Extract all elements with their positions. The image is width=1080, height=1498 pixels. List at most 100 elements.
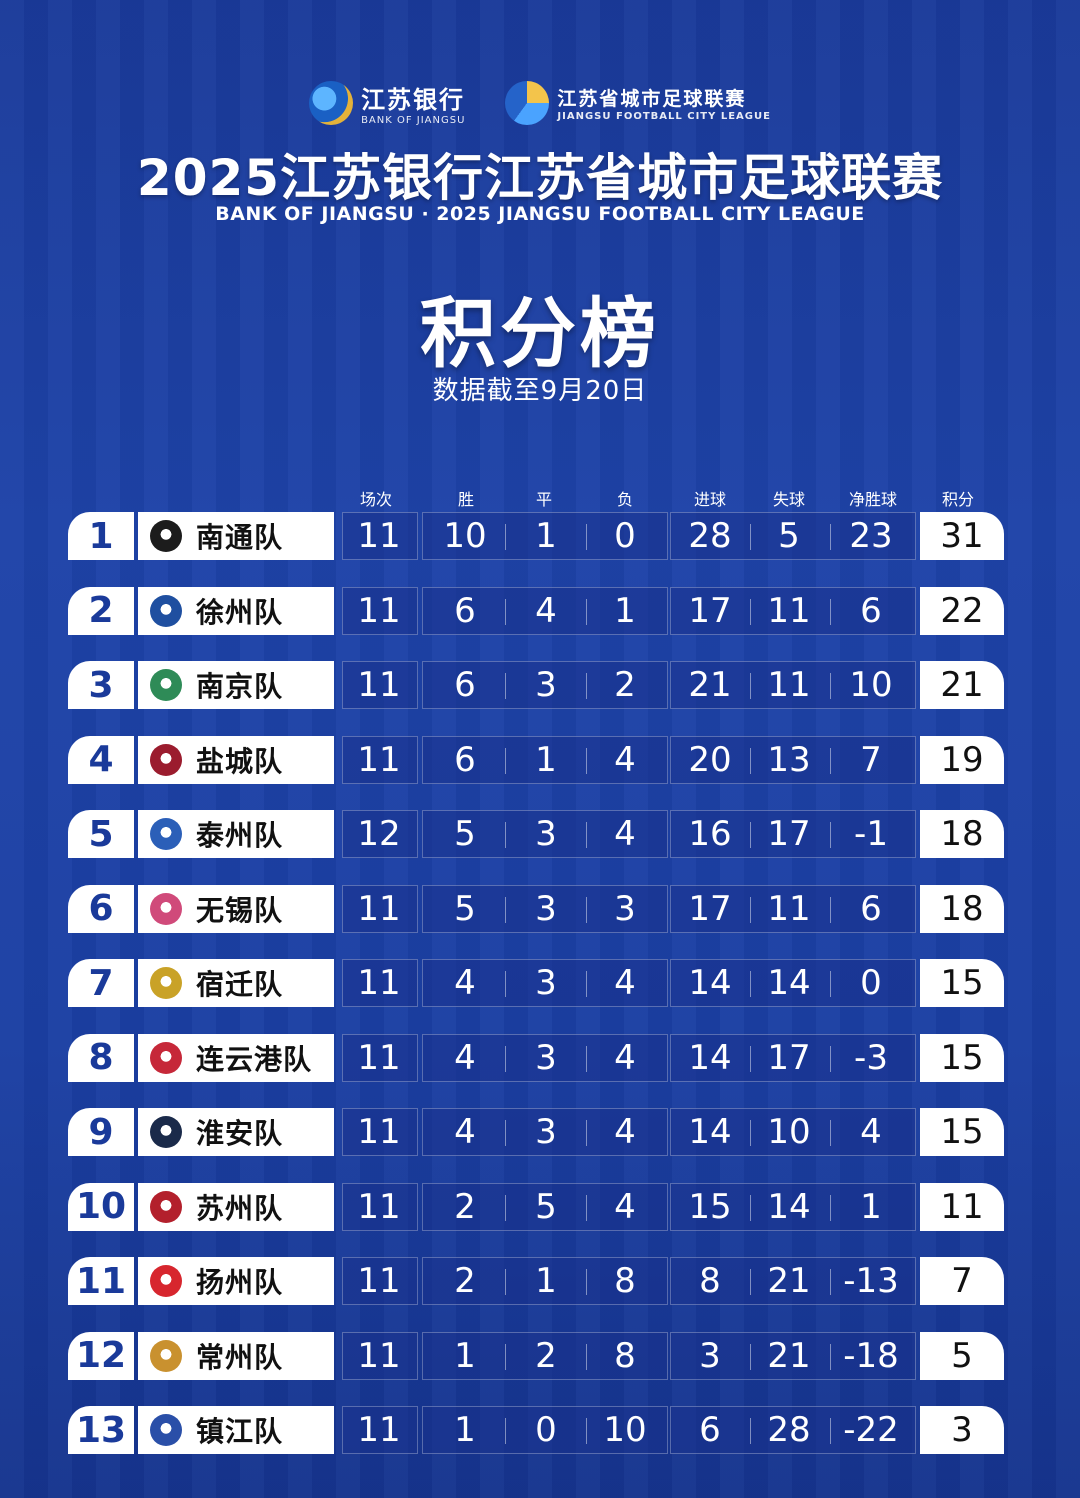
cell-divider [830, 1269, 831, 1295]
played-cell: 11 [357, 963, 401, 1003]
cell-divider [830, 971, 831, 997]
table-row: 13 镇江队 11 1 0 10 6 28 -22 3 [0, 1406, 1080, 1454]
cell-divider [505, 1418, 506, 1444]
cell-divider [750, 1120, 751, 1146]
table-row: 9 淮安队 11 4 3 4 14 10 4 15 [0, 1108, 1080, 1156]
points-cell: 21 [920, 661, 1004, 709]
goal-difference-cell: -3 [854, 1037, 888, 1078]
team-badge-icon [150, 1116, 182, 1148]
stats-box [670, 1331, 916, 1380]
stats-box [670, 1108, 916, 1156]
lost-cell: 4 [614, 1112, 636, 1152]
goals-for-cell: 17 [688, 888, 732, 929]
drawn-cell: 3 [535, 665, 557, 705]
played-cell: 12 [357, 814, 401, 854]
team-name: 淮安队 [196, 1117, 284, 1150]
points-cell: 15 [920, 1108, 1004, 1156]
won-cell: 4 [454, 1037, 476, 1078]
points-cell: 7 [920, 1257, 1004, 1305]
lost-cell: 2 [614, 665, 636, 705]
played-cell: 11 [357, 739, 401, 780]
cell-divider [505, 1194, 506, 1221]
team-badge-icon [150, 892, 182, 925]
cell-divider [830, 1045, 831, 1072]
stats-box [670, 1033, 916, 1082]
team-name: 苏州队 [196, 1191, 284, 1225]
goal-difference-cell: -18 [843, 1335, 899, 1376]
cell-divider [586, 1045, 587, 1072]
league-name-en: JIANGSU FOOTBALL CITY LEAGUE [557, 111, 771, 122]
points-cell: 15 [920, 959, 1004, 1007]
cell-divider [586, 598, 587, 625]
rank-cell: 6 [68, 884, 134, 933]
cell-divider [830, 747, 831, 774]
cell-divider [830, 524, 831, 550]
column-header-lost: 负 [616, 490, 633, 509]
cell-divider [830, 1343, 831, 1370]
rank-cell: 3 [68, 661, 134, 709]
drawn-cell: 4 [535, 590, 557, 631]
won-cell: 1 [454, 1410, 476, 1450]
stats-box [670, 1182, 916, 1231]
column-header-won: 胜 [457, 490, 474, 509]
goals-for-cell: 14 [688, 1037, 732, 1078]
stats-box [342, 586, 418, 635]
page-subtitle: BANK OF JIANGSU · 2025 JIANGSU FOOTBALL … [215, 203, 865, 225]
goals-for-cell: 8 [699, 1261, 721, 1301]
goal-difference-cell: 4 [860, 1112, 882, 1152]
goals-against-cell: 14 [767, 1186, 811, 1227]
drawn-cell: 3 [535, 814, 557, 854]
cell-divider [586, 1269, 587, 1295]
points-cell: 11 [920, 1182, 1004, 1231]
cell-divider [750, 822, 751, 848]
drawn-cell: 0 [535, 1410, 557, 1450]
goal-difference-cell: -13 [843, 1261, 899, 1301]
stats-box [670, 661, 916, 709]
table-row: 12 常州队 11 1 2 8 3 21 -18 5 [0, 1331, 1080, 1380]
played-cell: 11 [357, 1186, 401, 1227]
team-cell: 泰州队 [138, 810, 334, 858]
goals-against-cell: 10 [767, 1112, 811, 1152]
stats-box [670, 959, 916, 1007]
table-row: 5 泰州队 12 5 3 4 16 17 -1 18 [0, 810, 1080, 858]
stats-box [342, 884, 418, 933]
goals-for-cell: 28 [688, 516, 732, 556]
lost-cell: 10 [603, 1410, 647, 1450]
column-header-played: 场次 [359, 490, 392, 509]
stats-box [422, 1033, 668, 1082]
stats-box [342, 1033, 418, 1082]
stats-box [422, 661, 668, 709]
points-cell: 15 [920, 1033, 1004, 1082]
stats-box [342, 512, 418, 560]
goals-against-cell: 21 [767, 1335, 811, 1376]
team-badge-icon [150, 594, 182, 627]
stats-box [342, 1182, 418, 1231]
cell-divider [505, 1120, 506, 1146]
team-cell: 无锡队 [138, 884, 334, 933]
team-cell: 苏州队 [138, 1182, 334, 1231]
cell-divider [586, 524, 587, 550]
cell-divider [505, 598, 506, 625]
points-cell: 22 [920, 586, 1004, 635]
stats-box [342, 1331, 418, 1380]
stats-box [670, 884, 916, 933]
cell-divider [505, 896, 506, 923]
team-badge-icon [150, 743, 182, 776]
stats-box [422, 959, 668, 1007]
points-cell: 5 [920, 1331, 1004, 1380]
cell-divider [505, 1269, 506, 1295]
rank-cell: 13 [68, 1406, 134, 1454]
stats-box [342, 735, 418, 784]
team-cell: 连云港队 [138, 1033, 334, 1082]
rank-cell: 9 [68, 1108, 134, 1156]
points-cell: 3 [920, 1406, 1004, 1454]
team-cell: 常州队 [138, 1331, 334, 1380]
team-cell: 徐州队 [138, 586, 334, 635]
cell-divider [505, 673, 506, 699]
cell-divider [586, 971, 587, 997]
drawn-cell: 1 [535, 1261, 557, 1301]
played-cell: 11 [357, 1410, 401, 1450]
won-cell: 4 [454, 963, 476, 1003]
cell-divider [830, 1418, 831, 1444]
cell-divider [830, 822, 831, 848]
